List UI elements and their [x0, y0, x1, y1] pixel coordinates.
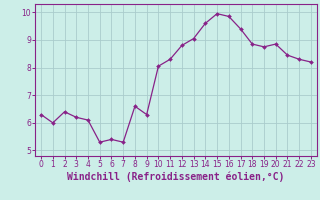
- X-axis label: Windchill (Refroidissement éolien,°C): Windchill (Refroidissement éolien,°C): [67, 172, 285, 182]
